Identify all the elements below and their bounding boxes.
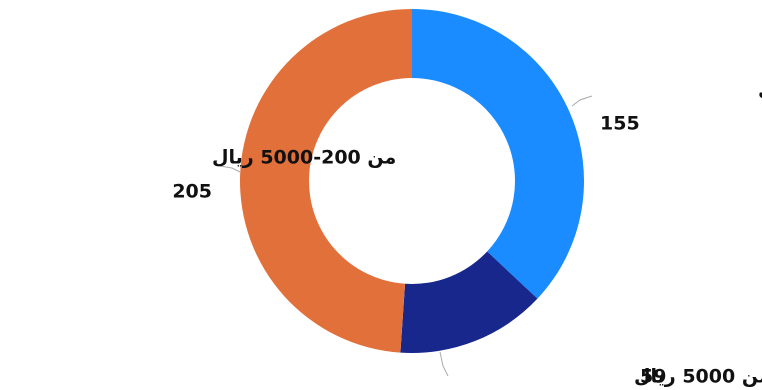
- value-label: 59: [640, 366, 666, 388]
- donut-segment: [239, 9, 412, 353]
- category-label: أكثر من 5000 ريال: [634, 364, 762, 388]
- leader-line: [219, 165, 241, 173]
- leader-line: [571, 95, 593, 107]
- value-label: 155: [600, 113, 640, 135]
- category-label: أقل من 200 ريال: [758, 77, 762, 101]
- leader-line: [439, 351, 449, 377]
- value-label: 205: [172, 181, 212, 203]
- donut-segment: [412, 9, 584, 299]
- donut-segment: [400, 251, 538, 354]
- category-label: من 200-5000 ريال: [212, 147, 396, 169]
